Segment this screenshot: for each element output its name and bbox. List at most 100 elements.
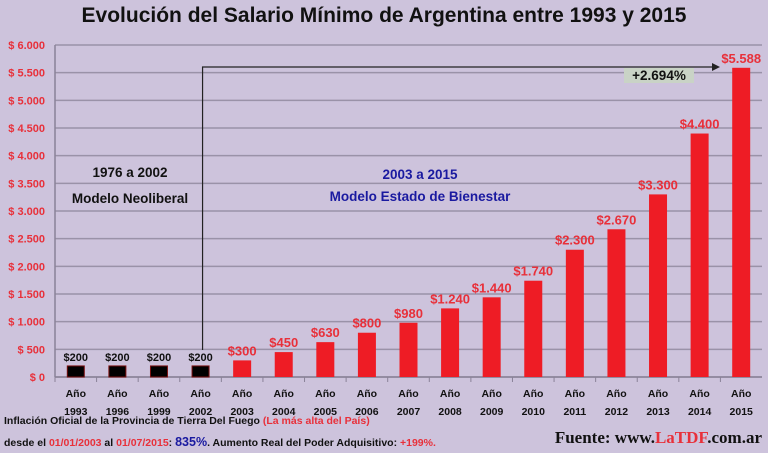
x-tick-label: 1999 [147,406,171,418]
data-label: $300 [228,343,257,358]
x-tick-label: Año [398,388,418,400]
x-tick-label: 2009 [480,406,504,418]
footer-text: Inflación Oficial de la Provincia de Tie… [4,415,263,427]
data-label: $3.300 [638,177,678,192]
x-tick-label: Año [731,388,751,400]
data-label: $200 [105,352,129,364]
x-tick-label: Año [66,388,86,400]
data-label: $450 [269,335,298,350]
x-tick-label: 1996 [106,406,130,418]
x-tick-label: Año [648,388,668,400]
x-tick-label: 2007 [397,406,421,418]
x-tick-label: 2006 [355,406,379,418]
y-tick-label: $ 3.000 [8,206,45,218]
bar [233,360,252,377]
x-tick-label: 2002 [189,406,213,418]
y-tick-label: $ 0 [30,372,45,384]
data-label: $5.588 [721,51,761,66]
x-tick-label: 2005 [314,406,338,418]
arrow-head-icon [712,63,720,71]
x-tick-label: Año [565,388,585,400]
y-tick-label: $ 1.000 [8,317,45,329]
bar [191,365,210,378]
period-neoliberal-model: Modelo Neoliberal [71,191,189,206]
bar [524,280,543,377]
data-label: $200 [147,352,171,364]
y-tick-label: $ 1.500 [8,289,45,301]
bar [316,342,335,377]
period-neoliberal-years: 1976 a 2002 [92,165,168,180]
y-tick-label: $ 500 [17,344,45,356]
source-brand: LaTDF [654,428,708,447]
period-neoliberal-label: 1976 a 2002 Modelo Neoliberal [40,160,220,212]
growth-arrow-line [201,66,712,350]
data-label: $980 [394,306,423,321]
footer-inflation: 835% [175,435,208,449]
y-tick-label: $ 3.500 [8,178,45,190]
bar [357,332,376,377]
x-tick-label: Año [523,388,543,400]
data-label: $2.300 [555,233,595,248]
y-tick-label: $ 5.500 [8,68,45,80]
bar [482,297,501,377]
x-tick-label: 2004 [272,406,296,418]
x-tick-label: 2008 [438,406,462,418]
data-label: $200 [64,352,88,364]
data-label: $800 [352,316,381,331]
footer-text: . Aumento Real del Poder Adquisitivo: [207,437,400,449]
y-tick-label: $ 4.500 [8,123,45,135]
source-credit: Fuente: www.LaTDF.com.ar [555,428,762,448]
period-bienestar-years: 2003 a 2015 [382,167,458,182]
footer-text: desde el [4,437,49,449]
x-tick-label: 2010 [522,406,546,418]
bar [441,308,460,377]
bar [108,365,127,378]
x-tick-label: Año [149,388,169,400]
y-tick-label: $ 2.000 [8,261,45,273]
footer-line2: desde el 01/01/2003 al 01/07/2015: 835%.… [4,435,436,449]
x-tick-label: Año [315,388,335,400]
bar [274,352,293,377]
chart-title: Evolución del Salario Mínimo de Argentin… [81,4,687,27]
y-tick-label: $ 6.000 [8,40,45,52]
bar [649,194,668,377]
source-text: Fuente: www. [554,428,655,447]
bar [565,249,584,377]
bar [399,322,418,377]
period-bienestar-model: Modelo Estado de Bienestar [329,189,511,204]
x-tick-label: 2014 [688,406,712,418]
x-tick-label: Año [357,388,377,400]
x-tick-label: Año [107,388,127,400]
x-tick-label: Año [232,388,252,400]
bar [607,229,626,377]
period-bienestar-label: 2003 a 2015 Modelo Estado de Bienestar [290,164,550,208]
y-tick-label: $ 2.500 [8,234,45,246]
x-tick-label: Año [274,388,294,400]
footer-date: 01/07/2015 [116,437,169,449]
x-tick-label: 2011 [563,406,586,418]
x-tick-label: Año [481,388,501,400]
x-tick-label: 2003 [230,406,254,418]
footer-line1: Inflación Oficial de la Provincia de Tie… [4,415,370,427]
footer-highlight: (La más alta del País) [262,415,370,427]
footer-real-increase: +199%. [400,437,436,449]
x-tick-label: Año [689,388,709,400]
x-tick-label: Año [190,388,210,400]
y-tick-label: $ 5.000 [8,95,45,107]
data-label: $1.440 [472,280,512,295]
x-tick-label: 1993 [64,406,88,418]
data-label: $1.740 [513,264,553,279]
source-text: .com.ar [707,428,762,447]
x-tick-label: Año [606,388,626,400]
data-label: $4.400 [680,117,720,132]
bar [732,67,751,377]
bar [690,133,709,377]
data-label: $1.240 [430,291,470,306]
x-tick-label: Año [440,388,460,400]
data-label: $2.670 [597,212,637,227]
bar [149,365,168,378]
footer-text: : [168,437,176,449]
footer-text: al [101,437,117,449]
